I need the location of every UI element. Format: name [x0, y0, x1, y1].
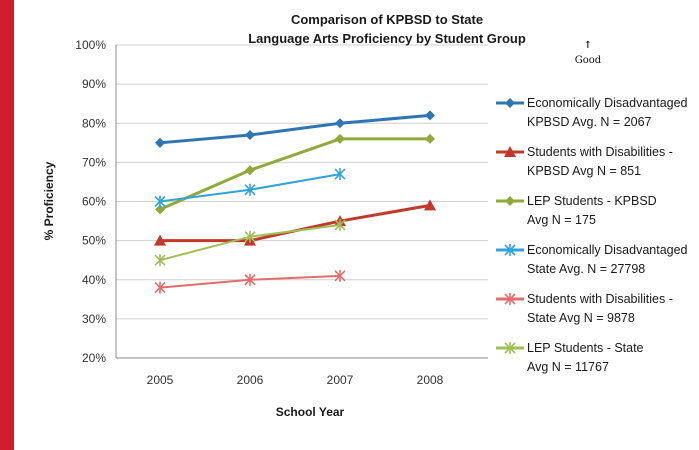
legend-marker — [505, 98, 515, 108]
legend-label-line-2: KPBSD Avg. N = 2067 — [527, 115, 652, 129]
line-chart: 20% 30% 40% 50% 60% 70% 80% 90% 100% 2005 2006 2007… — [42, 12, 688, 419]
axes: 20% 30% 40% 50% 60% 70% 80% 90% 100% 2005 2006 2007… — [75, 38, 488, 387]
data-point — [335, 118, 345, 129]
series-2 — [154, 199, 436, 246]
data-point — [244, 183, 256, 196]
chart-title-line-2: Language Arts Proficiency by Student Gro… — [248, 31, 526, 46]
series-4 — [154, 168, 346, 208]
good-annotation: Good — [575, 55, 602, 66]
legend-label-line-1: LEP Students - KPBSD — [527, 194, 657, 208]
data-point — [154, 281, 166, 294]
y-tick-label: 70% — [82, 155, 106, 169]
legend-item-2: Students with Disabilities - KPBSD Avg N … — [496, 145, 673, 178]
legend-marker — [504, 342, 516, 354]
data-point — [245, 129, 255, 140]
data-point — [335, 133, 345, 144]
legend: Economically Disadvantaged KPBSD Avg. N =… — [496, 96, 688, 374]
legend-label-line-1: Students with Disabilities - — [527, 292, 673, 306]
legend-label-line-2: State Avg. N = 27798 — [527, 262, 645, 276]
series-line — [159, 137, 430, 211]
y-tick-label: 30% — [82, 312, 106, 326]
data-point — [154, 254, 166, 267]
legend-item-3: LEP Students - KPBSD Avg N = 175 — [496, 194, 657, 227]
y-axis-label: % Proficiency — [42, 161, 56, 240]
y-tick-label: 60% — [82, 195, 106, 209]
x-tick-label: 2008 — [417, 373, 444, 387]
series-3 — [155, 133, 435, 215]
legend-label-line-1: Economically Disadvantaged — [527, 96, 688, 110]
x-axis-label: School Year — [276, 405, 345, 419]
legend-label-line-1: Economically Disadvantaged — [527, 243, 688, 257]
series-6 — [154, 218, 346, 267]
y-tick-label: 50% — [82, 234, 106, 248]
legend-marker — [504, 244, 516, 256]
data-point — [154, 195, 166, 208]
y-tick-label: 20% — [82, 351, 106, 365]
series-line — [159, 113, 431, 145]
y-tick-label: 80% — [82, 116, 106, 130]
series-1 — [155, 110, 435, 148]
x-tick-label: 2005 — [147, 373, 174, 387]
y-tick-label: 40% — [82, 273, 106, 287]
series-line — [160, 203, 431, 243]
data-point — [155, 204, 165, 215]
legend-label-line-2: State Avg N = 9878 — [527, 311, 635, 325]
legend-label-line-2: KPBSD Avg N = 851 — [527, 164, 641, 178]
legend-marker — [504, 293, 516, 305]
data-point — [154, 234, 166, 246]
chart-panel: 20% 30% 40% 50% 60% 70% 80% 90% 100% 2005 2006 2007… — [14, 0, 699, 450]
good-arrow-icon: ↑ — [584, 40, 592, 51]
x-tick-label: 2007 — [327, 373, 354, 387]
legend-item-5: Students with Disabilities - State Avg N … — [496, 292, 673, 325]
data-point — [424, 199, 436, 211]
series-group — [154, 110, 436, 294]
data-point — [334, 269, 346, 282]
x-tick-label: 2006 — [237, 373, 264, 387]
data-point — [155, 137, 165, 148]
legend-marker — [505, 196, 515, 206]
series-5 — [154, 269, 346, 294]
data-point — [334, 218, 346, 231]
legend-marker — [504, 146, 516, 157]
data-point — [425, 133, 435, 144]
data-point — [334, 168, 346, 181]
legend-item-4: Economically Disadvantaged State Avg. N =… — [496, 243, 688, 276]
data-point — [245, 165, 255, 176]
legend-label-line-1: LEP Students - State — [527, 341, 644, 355]
data-point — [425, 110, 435, 121]
legend-item-6: LEP Students - State Avg N = 11767 — [496, 341, 644, 374]
legend-item-1: Economically Disadvantaged KPBSD Avg. N =… — [496, 96, 688, 129]
legend-label-line-2: Avg N = 11767 — [527, 360, 609, 374]
data-point — [244, 230, 256, 243]
legend-label-line-1: Students with Disabilities - — [527, 145, 673, 159]
y-tick-label: 90% — [82, 77, 106, 91]
chart-title-line-1: Comparison of KPBSD to State — [291, 12, 483, 27]
gridlines — [116, 44, 488, 359]
legend-label-line-2: Avg N = 175 — [527, 213, 596, 227]
data-point — [244, 273, 256, 286]
y-tick-label: 100% — [75, 38, 106, 52]
